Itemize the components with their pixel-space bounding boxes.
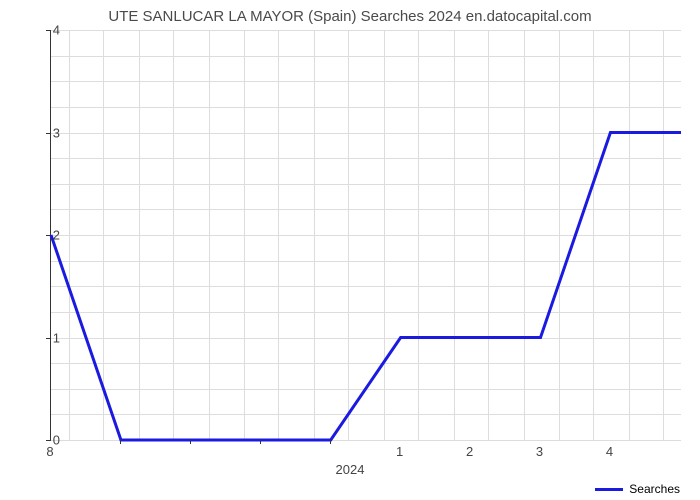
y-tick-label: 3 <box>30 125 60 140</box>
x-tick-label: 4 <box>606 444 613 459</box>
legend: Searches <box>595 482 680 496</box>
x-minor-tick <box>260 440 261 444</box>
x-minor-tick <box>330 440 331 444</box>
line-series <box>51 30 681 440</box>
plot-area <box>50 30 681 441</box>
x-tick-label: 3 <box>536 444 543 459</box>
y-tick-mark <box>46 133 50 134</box>
x-tick-label: 1 <box>396 444 403 459</box>
x-minor-tick <box>120 440 121 444</box>
x-axis-label: 2024 <box>0 462 700 477</box>
x-tick-label: 8 <box>46 444 53 459</box>
y-tick-mark <box>46 338 50 339</box>
chart-container: UTE SANLUCAR LA MAYOR (Spain) Searches 2… <box>0 0 700 500</box>
y-tick-mark <box>46 440 50 441</box>
x-minor-tick <box>190 440 191 444</box>
y-tick-label: 2 <box>30 228 60 243</box>
y-tick-mark <box>46 235 50 236</box>
y-tick-label: 1 <box>30 330 60 345</box>
y-tick-label: 4 <box>30 23 60 38</box>
chart-title: UTE SANLUCAR LA MAYOR (Spain) Searches 2… <box>0 8 700 25</box>
legend-swatch <box>595 488 623 491</box>
x-tick-label: 2 <box>466 444 473 459</box>
legend-label: Searches <box>629 482 680 496</box>
y-tick-mark <box>46 30 50 31</box>
y-tick-label: 0 <box>30 433 60 448</box>
